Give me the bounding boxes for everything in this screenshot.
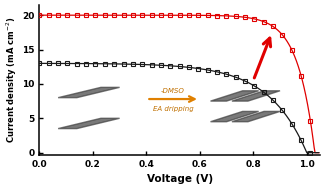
Polygon shape xyxy=(58,118,120,129)
Polygon shape xyxy=(211,111,259,122)
Polygon shape xyxy=(232,111,280,122)
X-axis label: Voltage (V): Voltage (V) xyxy=(147,174,213,184)
Polygon shape xyxy=(232,91,280,101)
Y-axis label: Current density (mA cm$^{-2}$): Current density (mA cm$^{-2}$) xyxy=(5,16,19,143)
Text: -DMSO: -DMSO xyxy=(161,88,185,94)
Polygon shape xyxy=(58,87,120,98)
Text: EA dripping: EA dripping xyxy=(153,106,193,112)
Polygon shape xyxy=(211,91,259,101)
